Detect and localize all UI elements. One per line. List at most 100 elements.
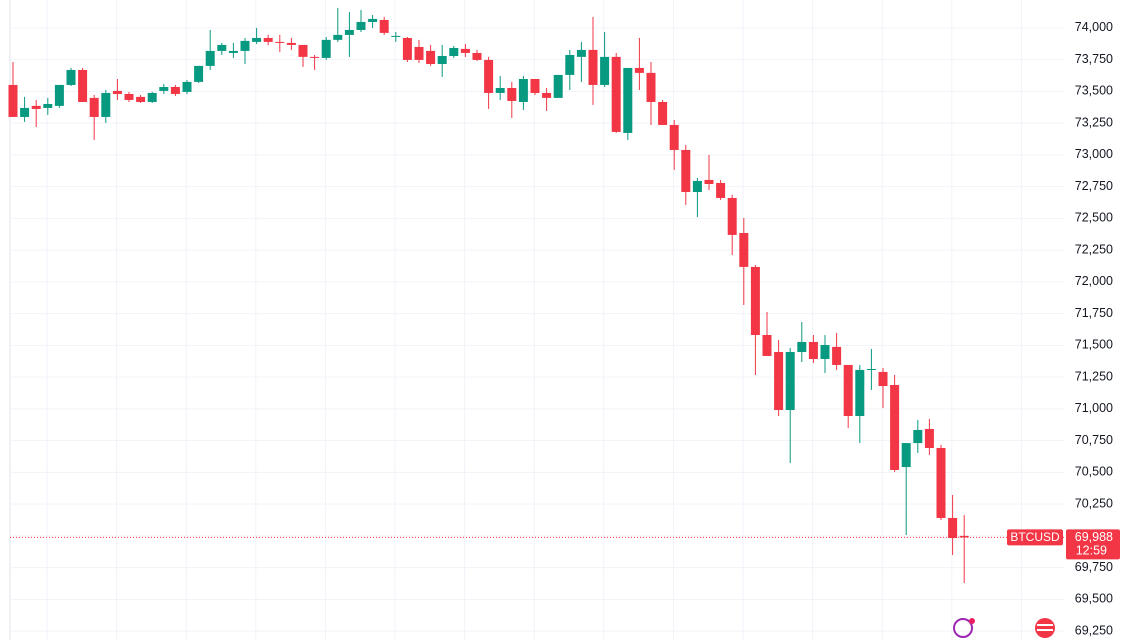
candle-body	[936, 448, 946, 518]
candle-body	[878, 371, 888, 387]
candle-body	[43, 104, 53, 108]
candle-body	[449, 48, 459, 56]
candle-body	[263, 37, 273, 42]
candle-body	[646, 72, 656, 102]
countdown-label: 12:59	[1076, 544, 1107, 558]
candle-body	[530, 78, 540, 93]
candle-body	[623, 67, 633, 133]
y-tick-label: 70,250	[1075, 496, 1113, 510]
candle-body	[762, 334, 772, 356]
candle-body	[866, 369, 876, 371]
candle-body	[774, 352, 784, 411]
candle-body	[681, 149, 691, 192]
candle-body	[379, 19, 389, 33]
candle-body	[750, 266, 760, 335]
candle-body	[820, 345, 830, 359]
candle-body	[321, 39, 331, 58]
candle-body	[634, 67, 644, 73]
candle-body	[739, 233, 749, 267]
candle-body	[576, 49, 586, 57]
plot: 69,25069,50069,75070,00070,25070,50070,7…	[8, 7, 1120, 637]
candle-body	[391, 35, 401, 37]
candle-body	[298, 44, 308, 57]
candle-body	[855, 369, 865, 416]
flag-stripe	[1037, 624, 1053, 626]
candle-body	[356, 21, 366, 30]
candle-body	[124, 93, 134, 100]
candle-body	[495, 88, 505, 93]
candle-body	[8, 84, 18, 117]
price-label: 69,988	[1075, 530, 1113, 544]
y-tick-label: 69,500	[1075, 592, 1113, 606]
candle-body	[507, 88, 517, 101]
candle-body	[344, 29, 354, 35]
candle-body	[472, 52, 482, 60]
candle-body	[704, 179, 714, 184]
flag-stripe	[1037, 629, 1053, 631]
candle-body	[716, 182, 726, 198]
candle-body	[426, 50, 436, 64]
y-tick-label: 73,250	[1075, 115, 1113, 129]
y-tick-label: 71,250	[1075, 369, 1113, 383]
y-tick-label: 71,750	[1075, 306, 1113, 320]
candle-body	[727, 197, 737, 235]
candle-body	[78, 69, 88, 102]
y-tick-label: 72,250	[1075, 242, 1113, 256]
y-tick-label: 73,750	[1075, 52, 1113, 66]
candle-body	[565, 54, 575, 75]
candle-body	[542, 92, 552, 98]
candle-body	[252, 37, 262, 42]
candle-body	[658, 101, 668, 125]
candle-body	[588, 49, 598, 85]
candle-body	[518, 78, 528, 102]
candle-body	[159, 86, 169, 91]
y-tick-label: 69,750	[1075, 560, 1113, 574]
symbol-label: BTCUSD	[1010, 530, 1060, 544]
candle-body	[797, 341, 807, 352]
candle-body	[959, 535, 969, 538]
candle-body	[553, 74, 563, 98]
candle-body	[901, 443, 911, 468]
assistant-icon[interactable]	[953, 618, 973, 638]
candle-body	[484, 59, 494, 93]
flag-icon[interactable]	[1035, 618, 1055, 638]
candle-body	[194, 65, 204, 82]
time-grid	[46, 0, 1022, 640]
candle-body	[600, 56, 610, 85]
candle-body	[924, 428, 934, 448]
candle-body	[948, 517, 958, 539]
candle-body	[182, 81, 192, 92]
candle-body	[669, 124, 679, 150]
candle-body	[89, 97, 99, 117]
candle-body	[913, 429, 923, 444]
candle-body	[333, 34, 343, 40]
y-tick-label: 69,250	[1075, 623, 1113, 637]
candle-body	[785, 352, 795, 411]
candle-body	[240, 40, 250, 51]
assistant-icon-dot	[969, 618, 975, 624]
candle-body	[31, 105, 41, 109]
y-tick-label: 74,000	[1075, 20, 1113, 34]
y-tick-label: 72,500	[1075, 211, 1113, 225]
candle-body	[402, 37, 412, 60]
candle-body	[808, 341, 818, 359]
candle-body	[310, 56, 320, 58]
candle-body	[136, 96, 146, 102]
candle-body	[20, 107, 30, 117]
price-label-box	[1066, 529, 1120, 560]
candle-body	[275, 41, 285, 43]
candle-body	[170, 86, 180, 94]
candle-body	[611, 56, 621, 132]
candle-body	[147, 92, 157, 102]
candle-body	[101, 92, 111, 117]
candle-body	[692, 180, 702, 192]
candle-body	[286, 42, 296, 45]
y-tick-label: 70,750	[1075, 433, 1113, 447]
y-tick-label: 70,500	[1075, 465, 1113, 479]
candle-body	[228, 50, 238, 53]
y-tick-label: 72,750	[1075, 179, 1113, 193]
y-tick-label: 71,500	[1075, 338, 1113, 352]
candle-body	[437, 56, 447, 64]
